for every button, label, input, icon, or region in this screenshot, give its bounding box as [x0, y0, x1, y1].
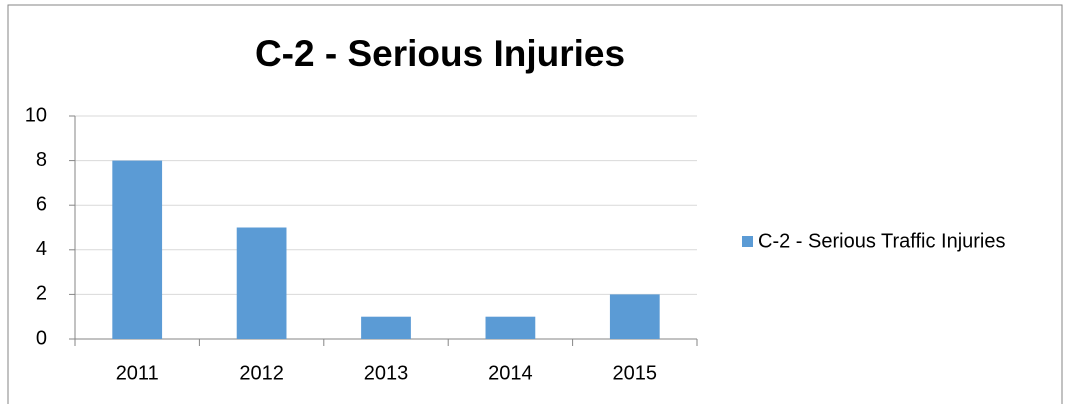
bar — [236, 227, 287, 339]
x-tick-label: 2013 — [364, 362, 409, 384]
y-tick-label: 6 — [36, 193, 47, 215]
bar — [112, 160, 163, 339]
bar — [609, 294, 660, 339]
chart-title: C-2 - Serious Injuries — [255, 33, 625, 74]
legend-swatch — [742, 236, 753, 247]
y-tick-label: 10 — [25, 104, 47, 126]
x-tick-label: 2011 — [116, 362, 159, 384]
x-tick-label: 2012 — [239, 362, 284, 384]
legend-label: C-2 - Serious Traffic Injuries — [758, 230, 1006, 252]
y-tick-label: 2 — [36, 283, 47, 305]
bar — [361, 316, 411, 339]
chart-frame — [7, 4, 1063, 404]
x-tick-label: 2015 — [613, 362, 658, 384]
y-tick-label: 4 — [36, 238, 47, 260]
y-tick-label: 0 — [36, 327, 47, 349]
x-tick-label: 2014 — [488, 362, 533, 384]
y-tick-label: 8 — [36, 149, 47, 171]
bar — [485, 316, 536, 339]
